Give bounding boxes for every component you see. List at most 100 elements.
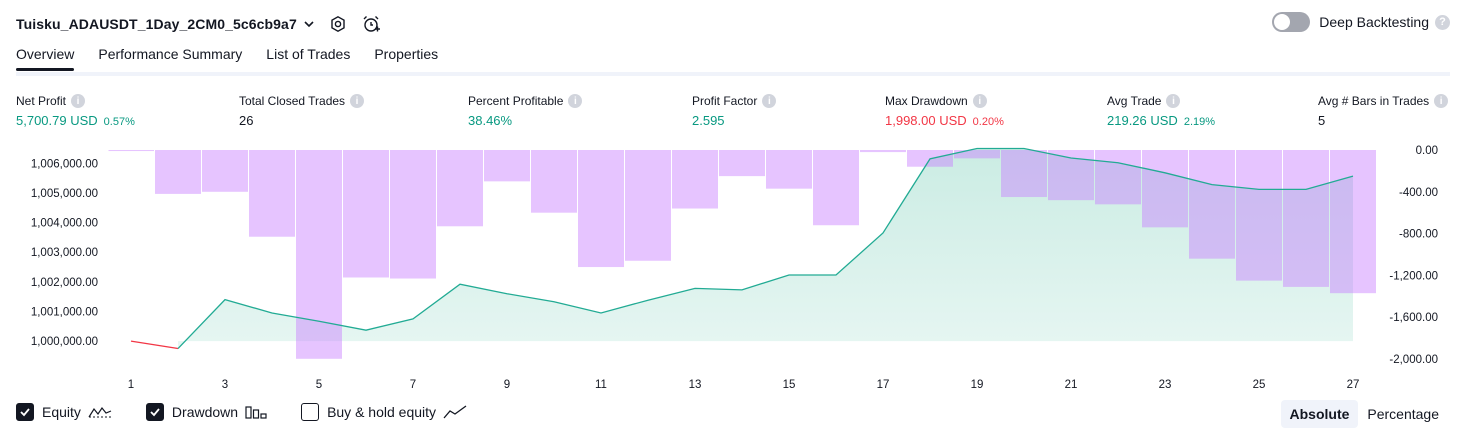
x-axis-tick: 17 [877,379,890,391]
metric-value: 5,700.79 USD [16,113,98,128]
metric-value: 5 [1318,113,1326,128]
drawdown-bar [860,150,906,153]
x-axis-tick: 13 [689,379,702,391]
drawdown-bar [343,150,389,278]
info-icon[interactable]: i [1434,94,1449,108]
equity-line-negative [130,340,179,350]
info-icon[interactable]: i [762,94,777,108]
x-axis-tick: 19 [971,379,984,391]
metric-value: 26 [239,113,254,128]
drawdown-bar [766,150,812,189]
metric-max-drawdown: Max Drawdown i 1,998.00 USD 0.20% [885,94,1004,128]
info-icon[interactable]: i [568,94,583,108]
right-axis-tick: 0.00 [1416,145,1438,157]
legend-drawdown[interactable]: Drawdown [145,403,267,421]
legend-label: Equity [42,404,81,420]
percentage-button[interactable]: Percentage [1367,406,1439,422]
settings-icon[interactable] [329,15,347,33]
left-axis-tick: 1,003,000.00 [31,247,98,259]
right-axis-tick: -800.00 [1399,229,1438,241]
buy-hold-checkbox[interactable] [301,403,320,421]
metric-value: 2.595 [692,113,725,128]
drawdown-bar [202,150,248,192]
right-axis-tick: -2,000.00 [1389,354,1438,366]
left-axis-tick: 1,002,000.00 [31,277,98,289]
left-axis-tick: 1,006,000.00 [31,158,98,170]
right-axis-tick: -1,200.00 [1389,270,1438,282]
info-icon[interactable]: i [972,94,987,108]
legend-buy-hold[interactable]: Buy & hold equity [301,403,467,421]
report-tabs: Overview Performance Summary List of Tra… [16,46,462,71]
equity-checkbox[interactable] [16,403,34,421]
drawdown-bar [1001,150,1047,198]
x-axis-tick: 5 [316,379,322,391]
drawdown-bar [1330,150,1376,294]
tab-overview[interactable]: Overview [16,46,75,71]
drawdown-bar [1283,150,1329,287]
equity-drawdown-chart[interactable]: 1,006,000.00 1,005,000.00 1,004,000.00 1,00… [0,140,1466,395]
drawdown-bar [1236,150,1282,281]
chart-legend: Equity Drawdown Buy & hold equity [16,403,501,421]
metric-label: Avg Trade [1107,94,1162,108]
drawdown-bar [813,150,859,226]
tab-properties[interactable]: Properties [374,46,439,62]
drawdown-bar [484,150,530,182]
x-axis-tick: 21 [1065,379,1078,391]
tab-list-of-trades[interactable]: List of Trades [266,46,351,62]
drawdown-bar [1189,150,1235,259]
drawdown-bars-icon [245,405,267,419]
metric-label: Profit Factor [692,94,758,108]
drawdown-checkbox[interactable] [145,403,164,421]
x-axis-tick: 9 [504,379,510,391]
buy-hold-line-icon [443,405,467,419]
drawdown-bar [1142,150,1188,228]
help-icon[interactable]: ? [1435,14,1450,30]
x-axis-tick: 7 [410,379,416,391]
strategy-title[interactable]: Tuisku_ADAUSDT_1Day_2CM0_5c6cb9a7 [16,16,297,32]
right-axis-tick: -1,600.00 [1389,312,1438,324]
left-axis-tick: 1,004,000.00 [31,218,98,230]
strategy-header: Tuisku_ADAUSDT_1Day_2CM0_5c6cb9a7 [16,10,381,38]
drawdown-bar [155,150,201,194]
scale-mode-switch: Absolute Percentage [1280,400,1449,428]
deep-backtesting-label: Deep Backtesting [1319,14,1429,30]
tabs-divider [16,72,1450,76]
tab-performance-summary[interactable]: Performance Summary [98,46,243,62]
metric-label: Max Drawdown [885,94,968,108]
right-axis-tick: -400.00 [1399,187,1438,199]
drawdown-bar [108,150,154,152]
x-axis-tick: 23 [1159,379,1172,391]
deep-backtesting-toggle[interactable] [1272,12,1311,32]
metric-label: Net Profit [16,94,67,108]
metric-percent: 2.19% [1183,116,1216,128]
info-icon[interactable]: i [350,94,365,108]
equity-line [177,147,1354,349]
x-axis-tick: 27 [1347,379,1360,391]
deep-backtesting-control: Deep Backtesting ? [1272,12,1450,32]
metric-label: Avg # Bars in Trades [1318,94,1430,108]
drawdown-bar [672,150,718,209]
metric-avg-bars: Avg # Bars in Trades i 5 [1318,94,1449,128]
add-alert-icon[interactable] [361,14,381,34]
drawdown-bar [954,150,1000,159]
x-axis-tick: 15 [783,379,796,391]
absolute-button[interactable]: Absolute [1280,400,1359,428]
x-axis-tick: 3 [222,379,228,391]
drawdown-bar [531,150,577,213]
info-icon[interactable]: i [71,94,86,108]
x-axis-tick: 25 [1253,379,1266,391]
info-icon[interactable]: i [1166,94,1181,108]
drawdown-bar [625,150,671,261]
metric-label: Total Closed Trades [239,94,346,108]
left-axis-tick: 1,005,000.00 [31,188,98,200]
drawdown-bar [719,150,765,177]
x-axis-tick: 1 [128,379,134,391]
chevron-down-icon[interactable] [303,18,315,30]
drawdown-bar [296,150,342,359]
equity-area [178,148,1353,349]
metric-net-profit: Net Profit i 5,700.79 USD 0.57% [16,94,135,128]
legend-equity[interactable]: Equity [16,403,112,421]
legend-label: Drawdown [171,404,239,420]
drawdown-bar [1095,150,1141,205]
x-axis-tick: 11 [595,379,607,391]
